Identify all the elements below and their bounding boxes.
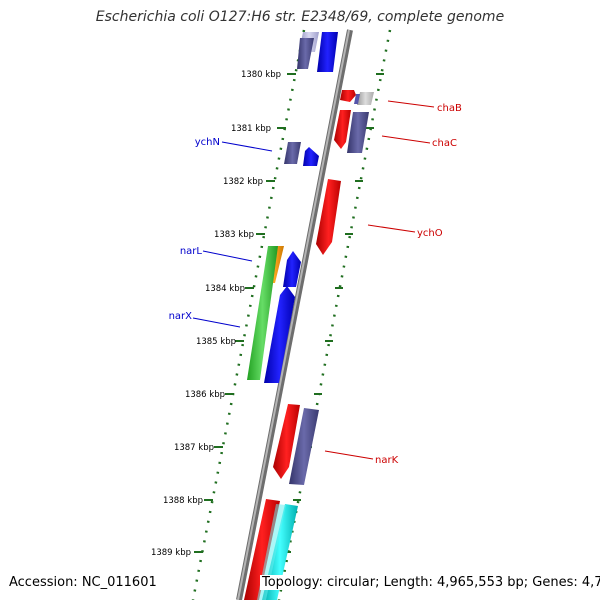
- left-tick-track: [191, 29, 306, 600]
- leader-narL: [202, 250, 253, 262]
- gene-block[interactable]: [354, 94, 360, 104]
- tick-label: 1386 kbp: [185, 390, 225, 400]
- topology-text: Topology: circular; Length: 4,965,553 bp…: [260, 575, 600, 590]
- gene-block[interactable]: [357, 92, 374, 105]
- tick-label: 1382 kbp: [223, 177, 263, 187]
- gene-block[interactable]: [303, 147, 319, 166]
- gene-label-chaB[interactable]: chaB: [437, 103, 462, 114]
- gene-block[interactable]: [317, 32, 338, 72]
- gene-label-ychN[interactable]: ychN: [195, 137, 220, 148]
- leader-ychN: [221, 141, 273, 152]
- leader-ychO: [367, 224, 416, 233]
- tick-label: 1385 kbp: [196, 337, 236, 347]
- accession-text: Accession: NC_011601: [9, 575, 157, 590]
- gene-block[interactable]: [297, 38, 314, 69]
- gene-chaC[interactable]: [334, 110, 351, 149]
- gene-block[interactable]: [264, 286, 295, 383]
- gene-label-ychO[interactable]: ychO: [417, 228, 443, 239]
- gene-label-chaC[interactable]: chaC: [432, 138, 457, 149]
- leader-narK: [324, 450, 374, 460]
- gene-ychO[interactable]: [316, 179, 341, 255]
- gene-label-narK[interactable]: narK: [375, 455, 399, 466]
- gene-block[interactable]: [244, 499, 280, 600]
- gene-label-narL[interactable]: narL: [180, 246, 203, 257]
- tick-label: 1388 kbp: [163, 496, 203, 506]
- gene-block[interactable]: [347, 112, 369, 153]
- gene-block[interactable]: [289, 408, 319, 485]
- leader-narX: [192, 317, 241, 328]
- gene-narX[interactable]: [247, 246, 278, 380]
- leader-chaB: [387, 100, 435, 108]
- tick-label: 1381 kbp: [231, 124, 271, 134]
- tick-label: 1384 kbp: [205, 284, 245, 294]
- gene-label-narX[interactable]: narX: [169, 311, 193, 322]
- tick-label: 1380 kbp: [241, 70, 281, 80]
- right-tick-track: [277, 29, 392, 600]
- major-ticks-left: [194, 73, 296, 553]
- gene-narK[interactable]: [273, 404, 300, 479]
- leader-chaC: [381, 135, 431, 144]
- gene-narL[interactable]: [283, 251, 301, 287]
- gene-ychN[interactable]: [284, 142, 301, 164]
- map-title: Escherichia coli O127:H6 str. E2348/69, …: [95, 9, 505, 25]
- tick-label: 1387 kbp: [174, 443, 214, 453]
- tick-label: 1383 kbp: [214, 230, 254, 240]
- tick-label: 1389 kbp: [151, 548, 191, 558]
- gene-chaB[interactable]: [340, 90, 356, 102]
- genome-backbone-highlight: [237, 29, 350, 600]
